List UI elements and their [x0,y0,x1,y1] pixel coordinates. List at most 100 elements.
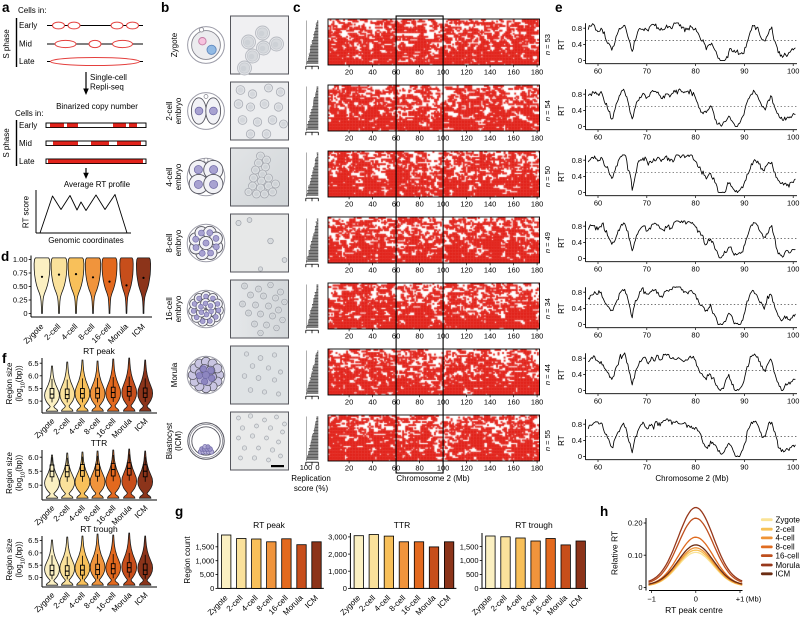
svg-text:20: 20 [345,68,353,77]
svg-text:40: 40 [368,68,376,77]
svg-text:60: 60 [594,462,602,471]
svg-text:c: c [293,0,301,15]
svg-text:6.0: 6.0 [28,453,38,462]
svg-text:100: 100 [787,198,800,207]
svg-text:5.5: 5.5 [28,467,38,476]
svg-text:1,000: 1,000 [196,556,215,565]
svg-text:RT peak: RT peak [83,346,116,356]
svg-text:RT peak centre: RT peak centre [665,605,723,615]
svg-text:(ICM): (ICM) [174,431,183,451]
svg-text:70: 70 [643,462,651,471]
svg-text:0.4: 0.4 [572,436,582,445]
svg-text:40: 40 [368,134,376,143]
svg-text:Mid: Mid [19,139,32,148]
svg-text:0.8: 0.8 [572,354,582,363]
svg-text:140: 140 [484,266,497,275]
svg-text:4-cell: 4-cell [60,322,80,342]
svg-text:2-cell: 2-cell [43,322,63,342]
svg-text:Cells in:: Cells in: [15,109,43,118]
svg-text:0.4: 0.4 [572,40,582,49]
svg-text:0.4: 0.4 [572,370,582,379]
svg-text:0: 0 [578,254,582,263]
svg-text:f: f [2,351,7,366]
svg-text:0.25: 0.25 [13,296,28,305]
svg-text:0.75: 0.75 [13,269,28,278]
svg-text:100: 100 [787,462,800,471]
svg-text:80: 80 [691,198,699,207]
svg-text:500: 500 [466,570,479,579]
svg-text:100: 100 [787,132,800,141]
svg-text:RT trough: RT trough [515,520,553,530]
svg-text:Region size: Region size [5,362,14,404]
svg-text:80: 80 [415,200,423,209]
svg-text:100: 100 [787,396,800,405]
svg-text:80: 80 [691,396,699,405]
svg-text:4-cell: 4-cell [165,167,174,186]
svg-text:4-cell: 4-cell [67,590,87,610]
svg-text:8-cell: 8-cell [165,233,174,252]
svg-text:5.5: 5.5 [28,384,38,393]
svg-text:0: 0 [578,320,582,329]
svg-text:a: a [2,0,10,15]
svg-text:Blastocyst: Blastocyst [165,422,174,459]
svg-text:0.8: 0.8 [572,222,582,231]
svg-text:20: 20 [345,134,353,143]
svg-text:6.5: 6.5 [28,359,38,368]
svg-text:120: 120 [460,200,473,209]
svg-text:90: 90 [740,462,748,471]
svg-text:1.00: 1.00 [13,255,28,264]
svg-text:0: 0 [578,122,582,131]
svg-text:80: 80 [691,330,699,339]
svg-text:0: 0 [578,386,582,395]
svg-text:140: 140 [484,398,497,407]
svg-text:2,000: 2,000 [328,550,347,559]
svg-text:70: 70 [643,396,651,405]
svg-text:0: 0 [578,188,582,197]
svg-text:70: 70 [643,66,651,75]
svg-text:embryo: embryo [174,163,183,190]
svg-text:90: 90 [740,330,748,339]
svg-text:RT trough: RT trough [80,524,118,534]
svg-text:(Mb): (Mb) [746,595,762,604]
svg-text:Binarized copy number: Binarized copy number [56,102,138,111]
svg-text:Chromosome 2 (Mb): Chromosome 2 (Mb) [396,474,470,483]
svg-text:Repli-seq: Repli-seq [90,83,124,92]
svg-text:2-cell: 2-cell [52,503,72,523]
svg-text:180: 180 [531,68,544,77]
svg-text:Cells in:: Cells in: [18,6,46,15]
svg-text:2-cell: 2-cell [489,593,509,613]
svg-text:140: 140 [484,200,497,209]
svg-text:Average RT profile: Average RT profile [64,180,131,189]
svg-text:n = 53: n = 53 [543,34,552,55]
svg-text:Late: Late [19,57,35,66]
svg-text:80: 80 [691,462,699,471]
svg-text:embryo: embryo [174,295,183,322]
svg-text:g: g [175,504,183,519]
svg-text:Genomic coordinates: Genomic coordinates [48,236,124,245]
svg-text:RT: RT [557,39,566,50]
svg-text:1,000: 1,000 [460,556,479,565]
svg-text:140: 140 [484,68,497,77]
svg-text:Early: Early [19,121,37,130]
svg-text:20: 20 [345,398,353,407]
svg-text:16-cell: 16-cell [165,297,174,321]
svg-text:0.10: 0.10 [628,551,643,560]
svg-text:0: 0 [474,584,478,593]
svg-text:RT: RT [557,435,566,446]
svg-text:Chromosome 2 (Mb): Chromosome 2 (Mb) [655,474,729,483]
svg-text:n = 34: n = 34 [543,298,552,319]
svg-text:4-cell: 4-cell [67,416,87,436]
svg-text:60: 60 [594,264,602,273]
svg-text:TTR: TTR [91,438,108,448]
svg-text:100: 100 [300,463,313,472]
svg-text:0: 0 [694,595,698,604]
svg-text:80: 80 [415,332,423,341]
svg-text:80: 80 [691,132,699,141]
svg-text:6.0: 6.0 [28,372,38,381]
svg-text:+1: +1 [736,595,745,604]
svg-text:n = 44: n = 44 [543,364,552,385]
svg-text:S phase: S phase [2,128,11,158]
svg-text:70: 70 [643,330,651,339]
svg-text:0.20: 0.20 [628,519,643,528]
svg-text:60: 60 [594,132,602,141]
